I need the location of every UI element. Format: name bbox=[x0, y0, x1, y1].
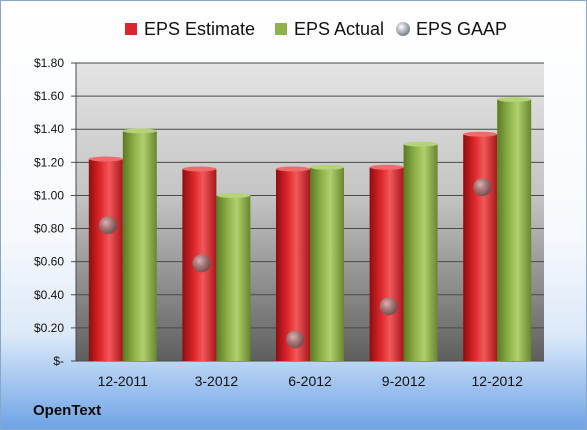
bar-eps-actual bbox=[122, 130, 157, 361]
bar-cap bbox=[88, 156, 123, 162]
y-tick-label: $0.80 bbox=[34, 222, 64, 236]
bar-eps-estimate bbox=[276, 168, 310, 361]
bar-cap bbox=[497, 96, 532, 102]
gaap-marker bbox=[473, 178, 492, 197]
y-tick-label: $1.80 bbox=[34, 56, 64, 70]
bar-eps-actual bbox=[216, 195, 251, 361]
y-axis: $- $0.20 $0.40 $0.60 $0.80 $1.00 $1.20 $1.40 $1.… bbox=[34, 56, 77, 368]
x-tick-label: 9-2012 bbox=[382, 373, 426, 389]
legend-swatch bbox=[275, 23, 287, 35]
bar-cap bbox=[276, 166, 310, 172]
y-tick-label: $0.20 bbox=[34, 321, 64, 335]
bar-cap bbox=[182, 166, 217, 172]
bar-cap bbox=[122, 128, 157, 134]
y-tick-label: $1.60 bbox=[34, 89, 64, 103]
x-tick-label: 3-2012 bbox=[195, 373, 239, 389]
bar-eps-actual bbox=[403, 144, 438, 361]
y-tick-label: $0.60 bbox=[34, 255, 64, 269]
legend-label: EPS Estimate bbox=[144, 19, 255, 39]
x-tick-label: 6-2012 bbox=[288, 373, 332, 389]
gaap-markers bbox=[98, 178, 492, 349]
gaap-marker bbox=[192, 254, 211, 273]
legend-swatch bbox=[396, 22, 410, 36]
bars bbox=[88, 96, 532, 361]
y-tick-label: $1.20 bbox=[34, 155, 64, 169]
bar-eps-estimate bbox=[88, 159, 123, 361]
y-tick-label: $- bbox=[53, 354, 64, 368]
gaap-marker bbox=[98, 216, 117, 235]
gaap-marker bbox=[286, 330, 304, 349]
bar-cap bbox=[403, 141, 438, 147]
y-tick-label: $1.00 bbox=[34, 188, 64, 202]
x-tick-label: 12-2012 bbox=[472, 373, 524, 389]
legend-label: EPS Actual bbox=[294, 19, 384, 39]
bar-eps-estimate bbox=[369, 167, 404, 361]
bar-eps-actual bbox=[310, 167, 344, 361]
bar-cap bbox=[463, 131, 498, 137]
x-tick-label: 12-2011 bbox=[98, 373, 149, 389]
y-tick-label: $1.40 bbox=[34, 122, 64, 136]
x-axis: 12-2011 3-2012 6-2012 9-2012 12-2012 bbox=[98, 373, 523, 389]
bar-cap bbox=[310, 164, 344, 170]
legend-label: EPS GAAP bbox=[416, 19, 507, 39]
legend: EPS Estimate EPS Actual EPS GAAP bbox=[125, 19, 507, 39]
bar-cap bbox=[216, 192, 251, 198]
bar-cap bbox=[369, 164, 404, 170]
legend-swatch bbox=[125, 23, 137, 35]
bar-eps-actual bbox=[497, 99, 532, 361]
company-label: OpenText bbox=[33, 402, 102, 419]
bar-eps-estimate bbox=[463, 134, 498, 361]
y-tick-label: $0.40 bbox=[34, 288, 64, 302]
gaap-marker bbox=[379, 297, 398, 316]
